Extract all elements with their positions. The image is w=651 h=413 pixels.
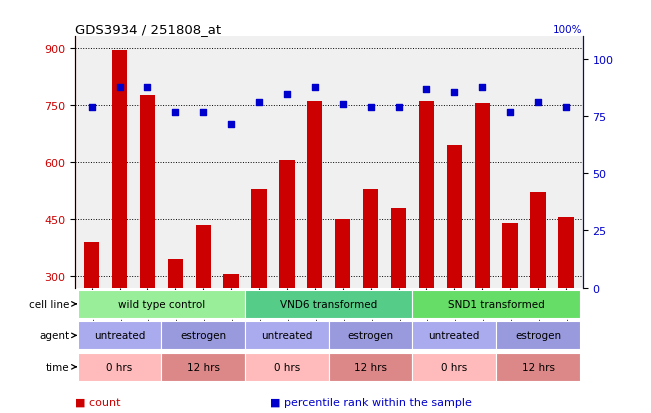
Text: estrogen: estrogen bbox=[180, 330, 227, 341]
Text: untreated: untreated bbox=[261, 330, 312, 341]
Point bbox=[533, 99, 543, 106]
Bar bbox=[251, 189, 267, 288]
Bar bbox=[279, 161, 294, 288]
Bar bbox=[558, 218, 574, 288]
Point bbox=[393, 104, 404, 111]
Point bbox=[115, 84, 125, 90]
Point bbox=[477, 84, 488, 90]
Bar bbox=[161, 322, 245, 349]
Bar bbox=[168, 259, 183, 288]
Point bbox=[505, 109, 516, 116]
Bar bbox=[419, 102, 434, 288]
Bar bbox=[329, 322, 413, 349]
Text: time: time bbox=[46, 362, 70, 372]
Bar bbox=[363, 189, 378, 288]
Text: VND6 transformed: VND6 transformed bbox=[280, 299, 378, 309]
Text: 100%: 100% bbox=[553, 25, 583, 35]
Bar bbox=[391, 208, 406, 288]
Bar bbox=[413, 353, 496, 381]
Bar bbox=[77, 290, 245, 318]
Text: 0 hrs: 0 hrs bbox=[274, 362, 300, 372]
Point bbox=[170, 109, 180, 116]
Bar bbox=[475, 104, 490, 288]
Bar bbox=[84, 242, 99, 288]
Point bbox=[365, 104, 376, 111]
Point bbox=[310, 84, 320, 90]
Text: estrogen: estrogen bbox=[515, 330, 561, 341]
Bar bbox=[245, 290, 413, 318]
Point bbox=[337, 102, 348, 108]
Text: untreated: untreated bbox=[428, 330, 480, 341]
Bar bbox=[77, 353, 161, 381]
Bar bbox=[195, 225, 211, 288]
Text: cell line: cell line bbox=[29, 299, 70, 309]
Text: untreated: untreated bbox=[94, 330, 145, 341]
Bar bbox=[335, 219, 350, 288]
Bar bbox=[413, 322, 496, 349]
Bar bbox=[531, 193, 546, 288]
Text: 0 hrs: 0 hrs bbox=[441, 362, 467, 372]
Point bbox=[87, 104, 97, 111]
Text: 12 hrs: 12 hrs bbox=[521, 362, 555, 372]
Text: 0 hrs: 0 hrs bbox=[106, 362, 133, 372]
Bar bbox=[245, 322, 329, 349]
Point bbox=[198, 109, 208, 116]
Text: ■ percentile rank within the sample: ■ percentile rank within the sample bbox=[270, 397, 472, 407]
Text: estrogen: estrogen bbox=[348, 330, 394, 341]
Text: SND1 transformed: SND1 transformed bbox=[448, 299, 544, 309]
Bar bbox=[245, 353, 329, 381]
Text: ■ count: ■ count bbox=[75, 397, 120, 407]
Bar bbox=[496, 353, 580, 381]
Text: agent: agent bbox=[40, 330, 70, 341]
Point bbox=[226, 121, 236, 128]
Bar bbox=[447, 145, 462, 288]
Point bbox=[282, 92, 292, 98]
Text: GDS3934 / 251808_at: GDS3934 / 251808_at bbox=[75, 23, 221, 36]
Text: wild type control: wild type control bbox=[118, 299, 205, 309]
Text: 12 hrs: 12 hrs bbox=[354, 362, 387, 372]
Bar bbox=[329, 353, 413, 381]
Text: 12 hrs: 12 hrs bbox=[187, 362, 219, 372]
Bar bbox=[307, 102, 322, 288]
Point bbox=[421, 86, 432, 93]
Bar bbox=[112, 50, 127, 288]
Bar bbox=[496, 322, 580, 349]
Bar bbox=[223, 275, 239, 288]
Bar bbox=[77, 322, 161, 349]
Bar bbox=[161, 353, 245, 381]
Bar bbox=[140, 96, 155, 288]
Point bbox=[254, 99, 264, 106]
Point bbox=[561, 104, 571, 111]
Point bbox=[449, 89, 460, 96]
Point bbox=[142, 84, 152, 90]
Bar bbox=[503, 223, 518, 288]
Bar bbox=[413, 290, 580, 318]
